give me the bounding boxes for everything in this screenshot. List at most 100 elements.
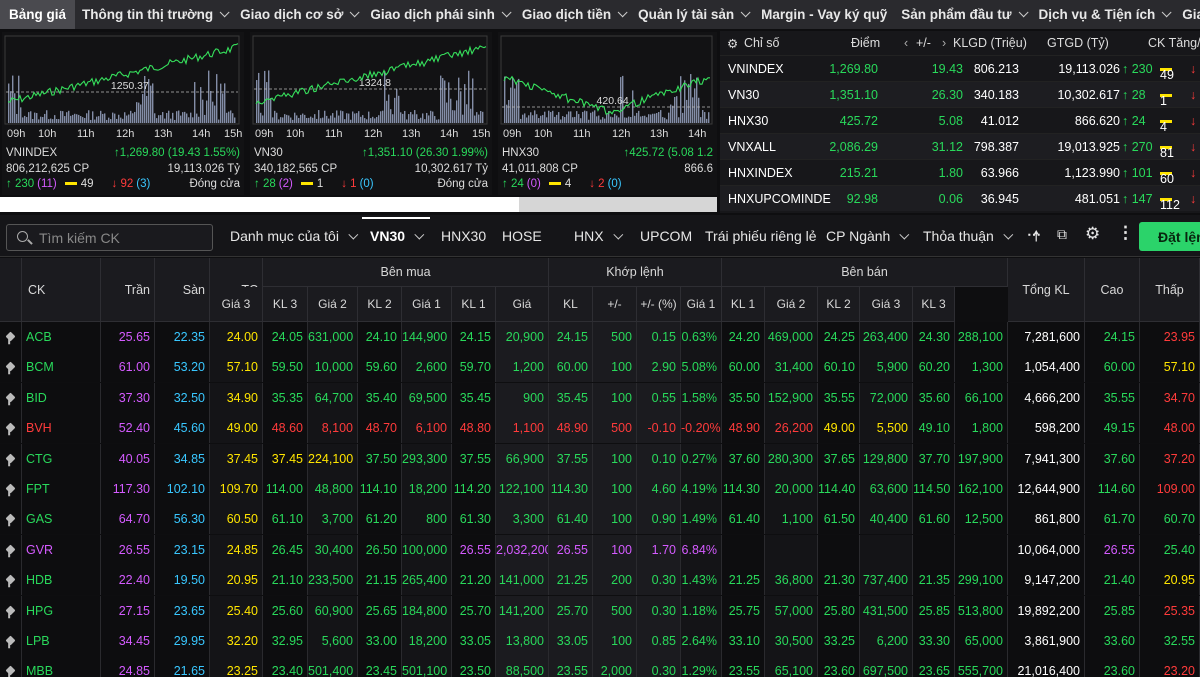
volume-bar bbox=[50, 118, 52, 123]
index-row[interactable]: HNXINDEX 215.21 1.80 63.966 1,123.990 ↑ 101 60… bbox=[720, 159, 1200, 186]
table-row[interactable]: BVH 52.40 45.60 49.00 48.60 8,100 48.70 6,100 48… bbox=[0, 413, 1200, 444]
ticker-symbol[interactable]: HDB bbox=[22, 565, 101, 596]
table-row[interactable]: FPT 117.30 102.10 109.70 114.00 48,800 114.10 1… bbox=[0, 474, 1200, 504]
pin-cell[interactable] bbox=[0, 595, 22, 626]
sort-right-icon[interactable]: › bbox=[942, 36, 947, 50]
chevron-down-icon bbox=[899, 229, 910, 240]
table-row[interactable]: CTG 40.05 34.85 37.45 37.45 224,100 37.50 293,3… bbox=[0, 443, 1200, 474]
nav-item-8[interactable]: Sản phẩm đầu tư bbox=[894, 0, 1031, 29]
place-order-button[interactable]: Đặt lệnh bbox=[1139, 222, 1200, 251]
tab-hnx30[interactable]: HNX30 bbox=[441, 228, 486, 244]
table-row[interactable]: HPG 27.15 23.65 25.40 25.60 60,900 25.65 184,80… bbox=[0, 595, 1200, 626]
pin-icon[interactable] bbox=[5, 331, 16, 342]
pin-icon[interactable] bbox=[5, 392, 16, 403]
table-row[interactable]: GVR 26.55 23.15 24.85 26.45 30,400 26.50 100,00… bbox=[0, 534, 1200, 565]
ticker-symbol[interactable]: CTG bbox=[22, 443, 101, 474]
ticker-symbol[interactable]: HPG bbox=[22, 595, 101, 626]
nav-item-3[interactable]: Giao dịch cơ sở bbox=[233, 0, 363, 29]
table-row[interactable]: GAS 64.70 56.30 60.50 61.10 3,700 61.20 800 61.3… bbox=[0, 504, 1200, 535]
table-row[interactable]: BID 37.30 32.50 34.90 35.35 64,700 35.40 69,500… bbox=[0, 382, 1200, 413]
volume-bar bbox=[668, 112, 670, 123]
cards-scrollbar-thumb[interactable] bbox=[0, 197, 519, 212]
index-change: ↑1,351.10 (26.30 1.99%) bbox=[362, 147, 488, 159]
nav-item-7[interactable]: Margin - Vay ký quỹ bbox=[754, 0, 894, 29]
pin-cell[interactable] bbox=[0, 413, 22, 444]
info-row: VN30 ↑1,351.10 (26.30 1.99%) bbox=[254, 146, 492, 162]
pin-cell[interactable] bbox=[0, 352, 22, 383]
ticker-symbol[interactable]: GVR bbox=[22, 534, 101, 565]
tab-hnx[interactable]: HNX bbox=[574, 228, 623, 244]
index-row[interactable]: VNINDEX 1,269.80 19.43 806.213 19,113.026 ↑ 2… bbox=[720, 55, 1200, 82]
pin-icon[interactable] bbox=[5, 635, 16, 646]
volume-bar bbox=[354, 113, 356, 123]
more-menu-icon[interactable]: ⋮ bbox=[1117, 223, 1134, 242]
pin-icon[interactable] bbox=[5, 422, 16, 433]
index-card-2[interactable]: 1324.8 09h 10h 11h 12h 13h 14h 15h VN30 ↑1,351.10… bbox=[250, 32, 492, 195]
tab-tr-i-phi-u-ri-ng-l-[interactable]: Trái phiếu riêng lẻ bbox=[705, 228, 817, 244]
cell-value: 280,300 bbox=[765, 443, 818, 474]
ticker-symbol[interactable]: BVH bbox=[22, 413, 101, 444]
pin-icon[interactable] bbox=[5, 513, 16, 524]
pin-cell[interactable] bbox=[0, 626, 22, 656]
pin-icon[interactable] bbox=[5, 453, 16, 464]
pin-cell[interactable] bbox=[0, 534, 22, 565]
pin-icon[interactable] bbox=[5, 574, 16, 585]
tab-th-a-thu-n[interactable]: Thỏa thuận bbox=[923, 228, 1014, 244]
ticker-symbol[interactable]: GAS bbox=[22, 504, 101, 535]
volume-bar bbox=[664, 117, 666, 123]
cell-value: 20,000 bbox=[765, 474, 818, 504]
ticker-symbol[interactable]: MBB bbox=[22, 656, 101, 677]
index-card-3[interactable]: 420.6409h10h11h12h13h14h15hHNX30↑425.72 … bbox=[498, 32, 717, 195]
tab-cp-ng-nh[interactable]: CP Ngành bbox=[826, 228, 910, 244]
index-card-1[interactable]: 1250.37 09h 10h 11h 12h 13h 14h 15h VNINDEX ↑1,26… bbox=[2, 32, 244, 195]
tab-danh-m-c-c-a-t-i[interactable]: Danh mục của tôi bbox=[230, 228, 359, 244]
ticker-symbol[interactable]: LPB bbox=[22, 626, 101, 656]
nav-item-5[interactable]: Giao dịch tiền bbox=[515, 0, 631, 29]
ticker-symbol[interactable]: BCM bbox=[22, 352, 101, 383]
sort-left-icon[interactable]: ‹ bbox=[904, 36, 909, 50]
table-row[interactable]: HDB 22.40 19.50 20.95 21.10 233,500 21.15 265,4… bbox=[0, 565, 1200, 596]
chevron-down-icon bbox=[740, 7, 751, 18]
ticker-symbol[interactable]: FPT bbox=[22, 474, 101, 504]
tab-upcom[interactable]: UPCOM bbox=[640, 228, 692, 244]
tab-hose[interactable]: HOSE bbox=[502, 228, 542, 244]
pin-cell[interactable] bbox=[0, 322, 22, 352]
index-row[interactable]: HNX30 425.72 5.08 41.012 866.620 ↑ 24 4 ↓ bbox=[720, 107, 1200, 134]
table-row[interactable]: ACB 25.65 22.35 24.00 24.05 631,000 24.10 144,9… bbox=[0, 322, 1200, 352]
nav-item-4[interactable]: Giao dịch phái sinh bbox=[363, 0, 515, 29]
nav-item-1[interactable]: Bảng giá bbox=[0, 0, 76, 29]
pin-icon[interactable] bbox=[5, 361, 16, 372]
pin-icon[interactable] bbox=[5, 483, 16, 494]
nav-item-9[interactable]: Dịch vụ & Tiện ích bbox=[1032, 0, 1176, 29]
more-tabs-icon[interactable]: ⋯ bbox=[1027, 226, 1041, 242]
volume-bar bbox=[228, 111, 230, 123]
pin-icon[interactable] bbox=[5, 544, 16, 555]
index-row[interactable]: HNXUPCOMINDE 92.98 0.06 36.945 481.051 ↑ 147 1… bbox=[720, 185, 1200, 212]
index-row[interactable]: VN30 1,351.10 26.30 340.183 10,302.617 ↑ 28 1 ↓ bbox=[720, 81, 1200, 108]
index-value: 866.620 bbox=[1074, 114, 1120, 128]
table-row[interactable]: BCM 61.00 53.20 57.10 59.50 10,000 59.60 2,600 5… bbox=[0, 352, 1200, 383]
ticker-symbol[interactable]: BID bbox=[22, 382, 101, 413]
nav-item-6[interactable]: Quản lý tài sản bbox=[631, 0, 754, 29]
pin-cell[interactable] bbox=[0, 443, 22, 474]
nav-item-2[interactable]: Thông tin thị trường bbox=[75, 0, 233, 29]
pin-icon[interactable] bbox=[5, 605, 16, 616]
excel-export-icon[interactable]: ⧉ bbox=[1057, 226, 1067, 242]
table-row[interactable]: LPB 34.45 29.95 32.20 32.95 5,600 33.00 18,200 3… bbox=[0, 626, 1200, 656]
settings-icon[interactable]: ⚙ bbox=[1085, 224, 1101, 243]
pin-cell[interactable] bbox=[0, 382, 22, 413]
pin-up-icon[interactable]: 🠕 bbox=[1033, 228, 1040, 245]
pin-cell[interactable] bbox=[0, 474, 22, 504]
search-box[interactable] bbox=[6, 224, 213, 251]
search-input[interactable] bbox=[39, 229, 209, 247]
pin-icon[interactable] bbox=[5, 665, 16, 676]
index-row[interactable]: VNXALL 2,086.29 31.12 798.387 19,013.925 ↑ 27… bbox=[720, 133, 1200, 160]
gear-icon[interactable]: ⚙ bbox=[727, 37, 739, 51]
nav-item-10[interactable]: Giao diện của tôi bbox=[1175, 0, 1200, 29]
pin-cell[interactable] bbox=[0, 504, 22, 535]
table-row[interactable]: MBB 24.85 21.65 23.25 23.40 501,400 23.45 501,1… bbox=[0, 656, 1200, 677]
tab-vn30[interactable]: VN30 bbox=[370, 228, 425, 244]
pin-cell[interactable] bbox=[0, 656, 22, 677]
ticker-symbol[interactable]: ACB bbox=[22, 322, 101, 352]
pin-cell[interactable] bbox=[0, 565, 22, 596]
